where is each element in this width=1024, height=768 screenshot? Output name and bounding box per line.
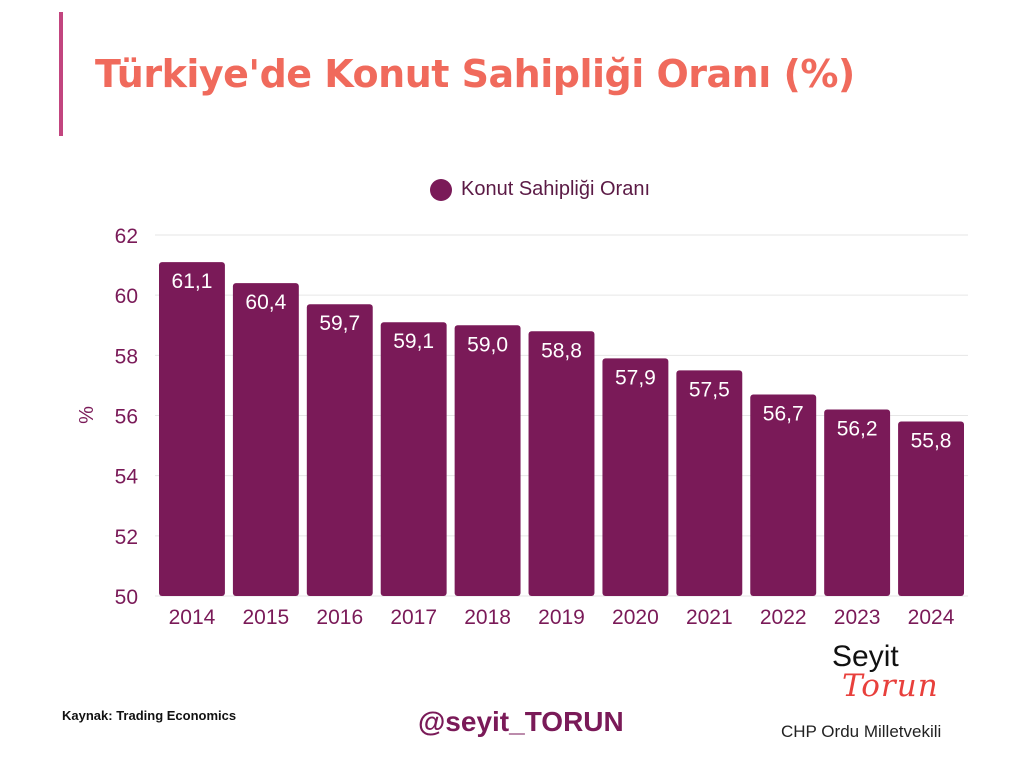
y-tick-label: 54 [115, 466, 139, 489]
legend-swatch-icon [430, 178, 452, 201]
bar-value-label: 59,0 [467, 333, 508, 356]
bar-value-label: 57,5 [689, 378, 730, 401]
bar-value-label: 56,2 [837, 417, 878, 440]
bar [898, 421, 964, 596]
x-tick-label: 2018 [464, 606, 511, 629]
social-handle: @seyit_TORUN [418, 706, 624, 737]
bar [306, 304, 373, 596]
bar-value-label: 61,1 [172, 270, 213, 293]
bar-value-label: 58,8 [541, 339, 582, 362]
x-tick-label: 2019 [538, 606, 585, 629]
accent-bar [59, 12, 63, 136]
x-tick-label: 2016 [316, 606, 363, 629]
x-tick-label: 2017 [390, 606, 437, 629]
chart-legend: Konut Sahipliği Oranı [430, 178, 650, 201]
signature-role: CHP Ordu Milletvekili [781, 722, 942, 741]
bar [824, 409, 891, 596]
y-tick-label: 50 [115, 586, 138, 609]
bar-value-label: 56,7 [763, 402, 804, 425]
x-tick-label: 2022 [760, 606, 807, 629]
bar-value-label: 60,4 [245, 291, 286, 314]
signature-name: Seyit [832, 640, 899, 673]
y-tick-label: 52 [115, 526, 138, 549]
signature-script: Torun [842, 668, 939, 704]
x-tick-label: 2020 [612, 606, 659, 629]
x-tick-label: 2024 [908, 606, 955, 629]
bar [380, 322, 447, 596]
x-tick-label: 2023 [834, 606, 881, 629]
bar-value-label: 57,9 [615, 366, 656, 389]
y-axis-label: % [76, 406, 98, 424]
bar [232, 283, 299, 596]
bar-value-label: 59,1 [393, 330, 434, 353]
y-tick-label: 62 [115, 225, 138, 248]
legend-label: Konut Sahipliği Oranı [461, 178, 651, 200]
source-note: Kaynak: Trading Economics [62, 708, 237, 723]
bar [676, 370, 743, 596]
bar [159, 262, 225, 596]
y-tick-label: 58 [115, 345, 138, 368]
page-title: Türkiye'de Konut Sahipliği Oranı (%) [95, 52, 855, 96]
y-tick-label: 56 [115, 406, 138, 429]
bar [750, 394, 817, 596]
x-tick-label: 2014 [169, 606, 216, 629]
bar-value-label: 55,8 [911, 430, 952, 453]
x-tick-label: 2021 [686, 606, 733, 629]
bar [454, 325, 521, 596]
bar-value-label: 59,7 [319, 312, 360, 335]
x-tick-label: 2015 [243, 606, 290, 629]
y-tick-label: 60 [115, 285, 138, 308]
bar [602, 358, 669, 596]
bar [528, 331, 595, 596]
